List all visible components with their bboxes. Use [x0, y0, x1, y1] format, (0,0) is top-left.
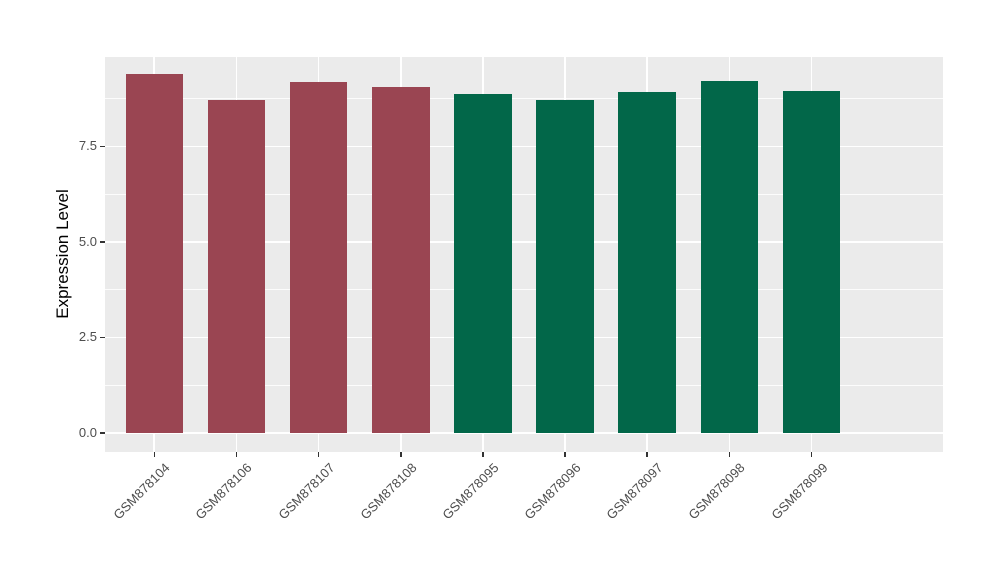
y-tick: [100, 241, 105, 243]
y-gridline-major: [105, 145, 943, 148]
bar-GSM878095: [454, 94, 512, 433]
plot-panel: [105, 57, 943, 452]
bar-GSM878098: [700, 81, 759, 433]
bar-GSM878106: [207, 99, 266, 433]
x-tick: [153, 452, 156, 457]
y-gridline-minor: [105, 289, 943, 291]
x-tick: [810, 452, 813, 457]
y-tick: [100, 336, 105, 339]
y-axis-title: Expression Level: [53, 189, 72, 319]
y-tick-label: 2.5: [78, 329, 97, 345]
x-tick: [317, 452, 320, 457]
bar-GSM878108: [372, 87, 430, 433]
x-tick: [482, 452, 484, 457]
y-tick-label: 0.0: [78, 424, 97, 440]
y-gridline-major: [105, 336, 943, 339]
y-tick: [100, 432, 105, 434]
y-tick-label: 5.0: [78, 233, 97, 249]
y-gridline-major: [105, 432, 943, 434]
x-tick: [400, 452, 402, 457]
x-tick: [564, 452, 566, 457]
y-tick: [100, 145, 105, 148]
bar-GSM878107: [289, 81, 348, 433]
y-tick-label: 7.5: [78, 138, 97, 154]
y-gridline-minor: [105, 98, 943, 100]
x-tick: [646, 452, 648, 457]
y-gridline-minor: [105, 384, 943, 386]
bar-GSM878104: [125, 73, 184, 433]
bar-GSM878096: [536, 99, 594, 433]
x-tick: [728, 452, 731, 457]
x-tick: [235, 452, 238, 457]
bar-GSM878099: [782, 90, 841, 433]
bar-GSM878097: [618, 91, 676, 433]
y-gridline-major: [105, 241, 943, 243]
y-gridline-minor: [105, 193, 943, 195]
